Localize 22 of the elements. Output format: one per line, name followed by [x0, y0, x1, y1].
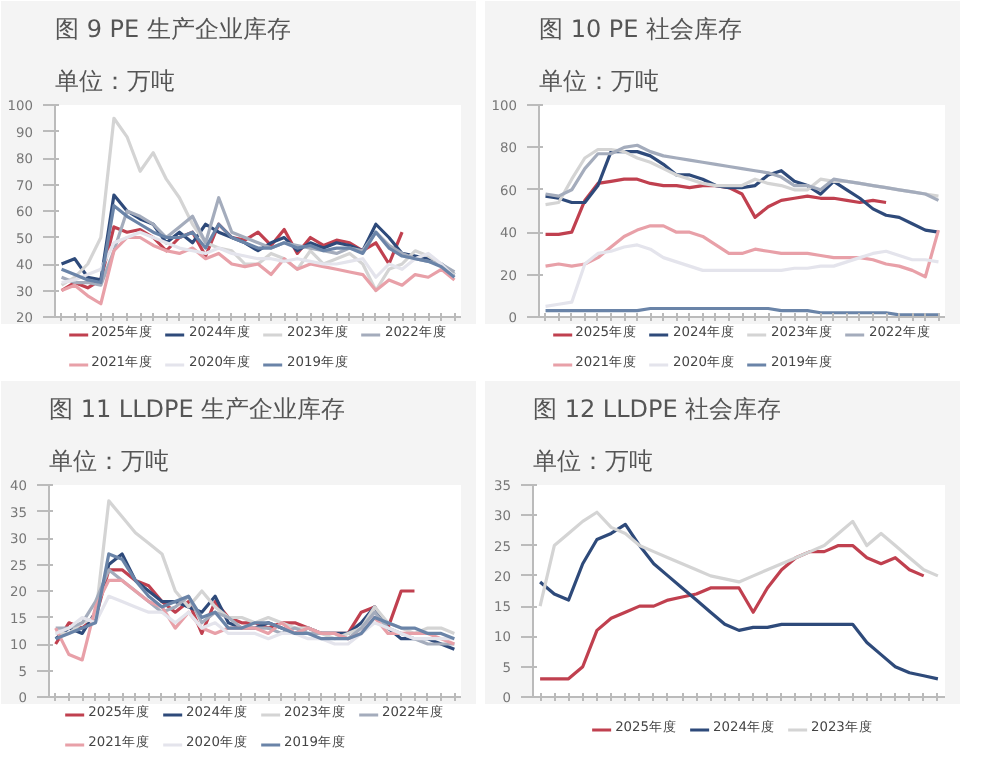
- chart-title: 图 12 LLDPE 社会库存: [533, 395, 782, 423]
- chart-subtitle: 单位：万吨: [539, 67, 659, 95]
- chart-subtitle: 单位：万吨: [533, 447, 653, 475]
- line-series: [538, 510, 940, 608]
- line-series: [538, 543, 926, 681]
- chart-title: 图 9 PE 生产企业库存: [55, 15, 291, 43]
- line-series: [543, 177, 888, 236]
- line-series: [59, 222, 404, 293]
- chart-subtitle: 单位：万吨: [55, 67, 175, 95]
- line-series: [54, 594, 456, 646]
- chart-title: 图 11 LLDPE 生产企业库存: [49, 395, 346, 423]
- line-series: [59, 235, 457, 306]
- line-series: [59, 230, 457, 285]
- chart-title: 图 10 PE 社会库存: [539, 15, 743, 43]
- line-series: [543, 243, 941, 308]
- line-series: [54, 499, 456, 641]
- line-series: [538, 522, 940, 681]
- line-series: [54, 578, 456, 662]
- line-series: [543, 224, 941, 279]
- chart-subtitle: 单位：万吨: [49, 447, 169, 475]
- line-series: [543, 150, 941, 234]
- line-series: [59, 116, 457, 293]
